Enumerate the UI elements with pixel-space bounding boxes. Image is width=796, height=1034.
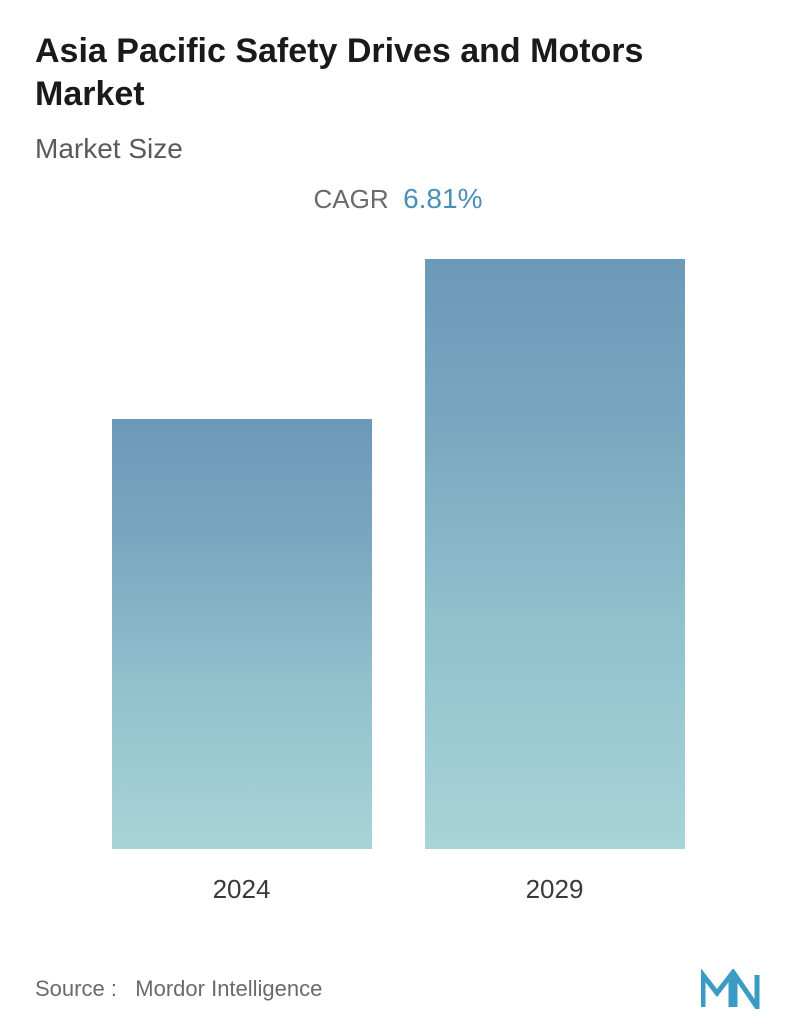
bar-chart: 2024 2029 <box>35 265 761 905</box>
source-label: Source : <box>35 976 117 1001</box>
bar-group-2029: 2029 <box>405 259 705 905</box>
cagr-row: CAGR 6.81% <box>35 183 761 215</box>
cagr-label: CAGR <box>314 184 389 214</box>
cagr-value: 6.81% <box>403 183 482 214</box>
bar-2024 <box>112 419 372 849</box>
bar-label-2024: 2024 <box>213 874 271 905</box>
source-name: Mordor Intelligence <box>135 976 322 1001</box>
footer: Source : Mordor Intelligence <box>35 969 761 1009</box>
bar-group-2024: 2024 <box>92 419 392 905</box>
bar-label-2029: 2029 <box>526 874 584 905</box>
source-text: Source : Mordor Intelligence <box>35 976 322 1002</box>
chart-title: Asia Pacific Safety Drives and Motors Ma… <box>35 30 761 115</box>
mordor-logo-icon <box>701 969 761 1009</box>
chart-subtitle: Market Size <box>35 133 761 165</box>
bar-2029 <box>425 259 685 849</box>
